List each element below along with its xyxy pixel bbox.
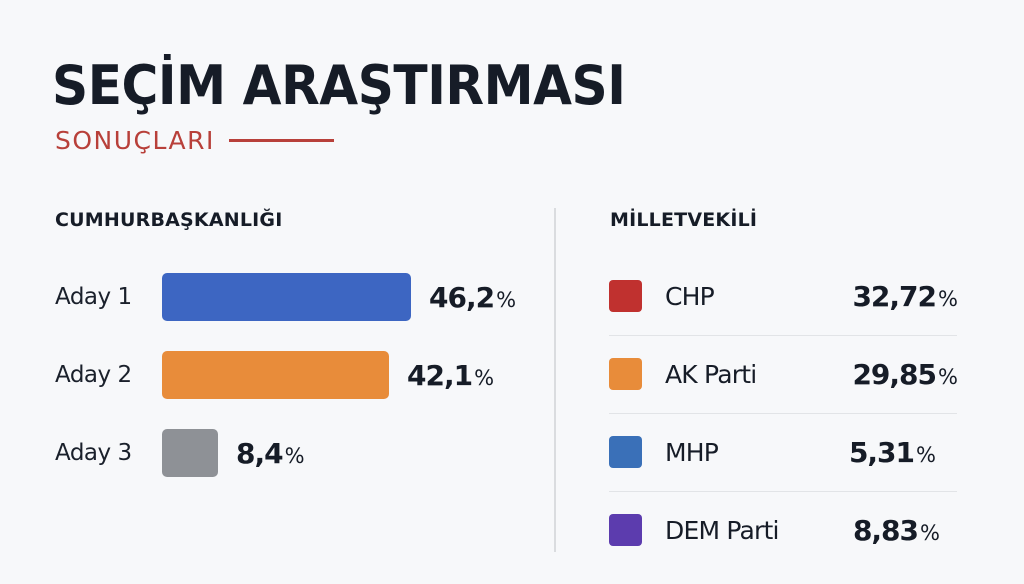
party-name: AK Parti bbox=[665, 359, 757, 389]
party-value: 5,31% bbox=[848, 435, 936, 469]
party-row: MHP 5,31% bbox=[609, 413, 957, 492]
candidate-label: Aday 3 bbox=[55, 440, 132, 466]
candidate-value: 8,4% bbox=[236, 436, 305, 470]
presidential-heading: CUMHURBAŞKANLIĞI bbox=[55, 209, 283, 231]
candidate-value: 46,2% bbox=[429, 280, 516, 314]
party-name: CHP bbox=[665, 281, 715, 311]
party-row: AK Parti 29,85% bbox=[609, 335, 958, 414]
page-title: SEÇİM ARAŞTIRMASI bbox=[52, 54, 626, 117]
subtitle-accent-line bbox=[228, 139, 334, 142]
candidate-label: Aday 1 bbox=[55, 284, 132, 310]
party-color-swatch bbox=[609, 280, 642, 312]
party-color-swatch bbox=[609, 514, 642, 546]
candidate-row: Aday 3 8,4% bbox=[55, 428, 305, 478]
candidate-label: Aday 2 bbox=[55, 362, 132, 388]
party-row: DEM Parti 8,83% bbox=[609, 491, 957, 569]
party-value: 8,83% bbox=[852, 513, 940, 547]
candidate-bar bbox=[162, 429, 218, 477]
subtitle-row: SONUÇLARI bbox=[55, 126, 334, 155]
candidate-row: Aday 1 46,2% bbox=[55, 272, 516, 322]
party-value: 32,72% bbox=[852, 279, 958, 313]
candidate-bar bbox=[162, 351, 389, 399]
party-name: MHP bbox=[665, 437, 719, 467]
parliament-heading: MİLLETVEKİLİ bbox=[610, 209, 758, 231]
party-color-swatch bbox=[609, 358, 642, 390]
party-value: 29,85% bbox=[852, 357, 958, 391]
section-divider bbox=[554, 208, 556, 552]
candidate-value: 42,1% bbox=[407, 358, 494, 392]
party-name: DEM Parti bbox=[665, 515, 779, 545]
party-color-swatch bbox=[609, 436, 642, 468]
page-subtitle: SONUÇLARI bbox=[55, 126, 215, 155]
candidate-bar bbox=[162, 273, 411, 321]
party-row: CHP 32,72% bbox=[609, 257, 958, 336]
candidate-row: Aday 2 42,1% bbox=[55, 350, 494, 400]
